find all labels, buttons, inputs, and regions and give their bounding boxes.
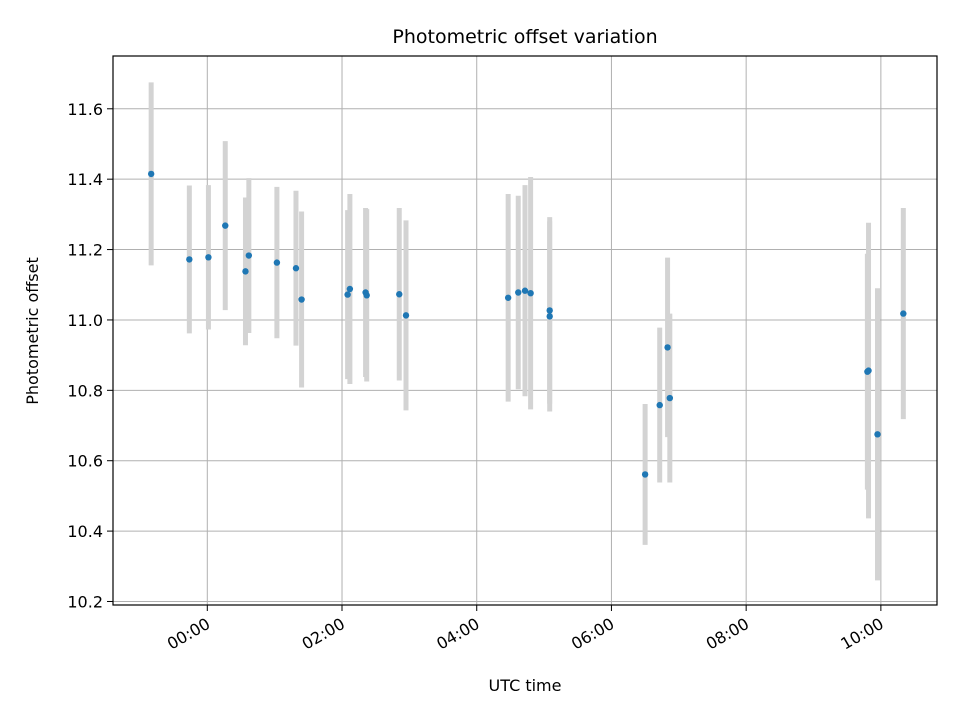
- data-point: [900, 310, 907, 317]
- data-point: [874, 431, 881, 438]
- data-point: [245, 252, 253, 259]
- data-point: [344, 291, 351, 298]
- data-point: [298, 296, 305, 303]
- plot-area-frame: [112, 55, 938, 606]
- y-axis-label: Photometric offset: [23, 257, 42, 405]
- y-tick-label: 11.0: [67, 311, 103, 330]
- y-tick-label: 10.4: [67, 522, 103, 541]
- data-point: [546, 313, 553, 320]
- data-point: [504, 294, 512, 301]
- data-point: [205, 254, 212, 261]
- y-tick-label: 10.2: [67, 592, 103, 611]
- data-point: [515, 289, 522, 296]
- data-point: [363, 292, 370, 299]
- data-point: [402, 312, 410, 319]
- data-point: [656, 401, 663, 409]
- data-point: [521, 287, 529, 294]
- y-tick-label: 11.2: [67, 241, 103, 260]
- chart-title: Photometric offset variation: [392, 26, 657, 48]
- data-point: [396, 291, 403, 298]
- data-point: [346, 285, 354, 293]
- x-axis-label: UTC time: [489, 676, 562, 695]
- data-point: [527, 289, 534, 297]
- data-point: [147, 170, 155, 178]
- y-tick-label: 10.6: [67, 452, 103, 471]
- data-point: [546, 307, 553, 314]
- data-point: [865, 367, 872, 374]
- data-point: [641, 471, 649, 478]
- data-point: [273, 259, 281, 266]
- data-point: [666, 394, 674, 402]
- data-points: [147, 170, 907, 478]
- data-point: [242, 268, 249, 275]
- data-point: [186, 256, 193, 263]
- data-point: [222, 222, 229, 229]
- y-tick-label: 10.8: [67, 381, 103, 400]
- y-tick-label: 11.4: [67, 170, 103, 189]
- y-tick-label: 11.6: [67, 100, 103, 119]
- data-point: [292, 265, 300, 272]
- data-point: [664, 344, 671, 351]
